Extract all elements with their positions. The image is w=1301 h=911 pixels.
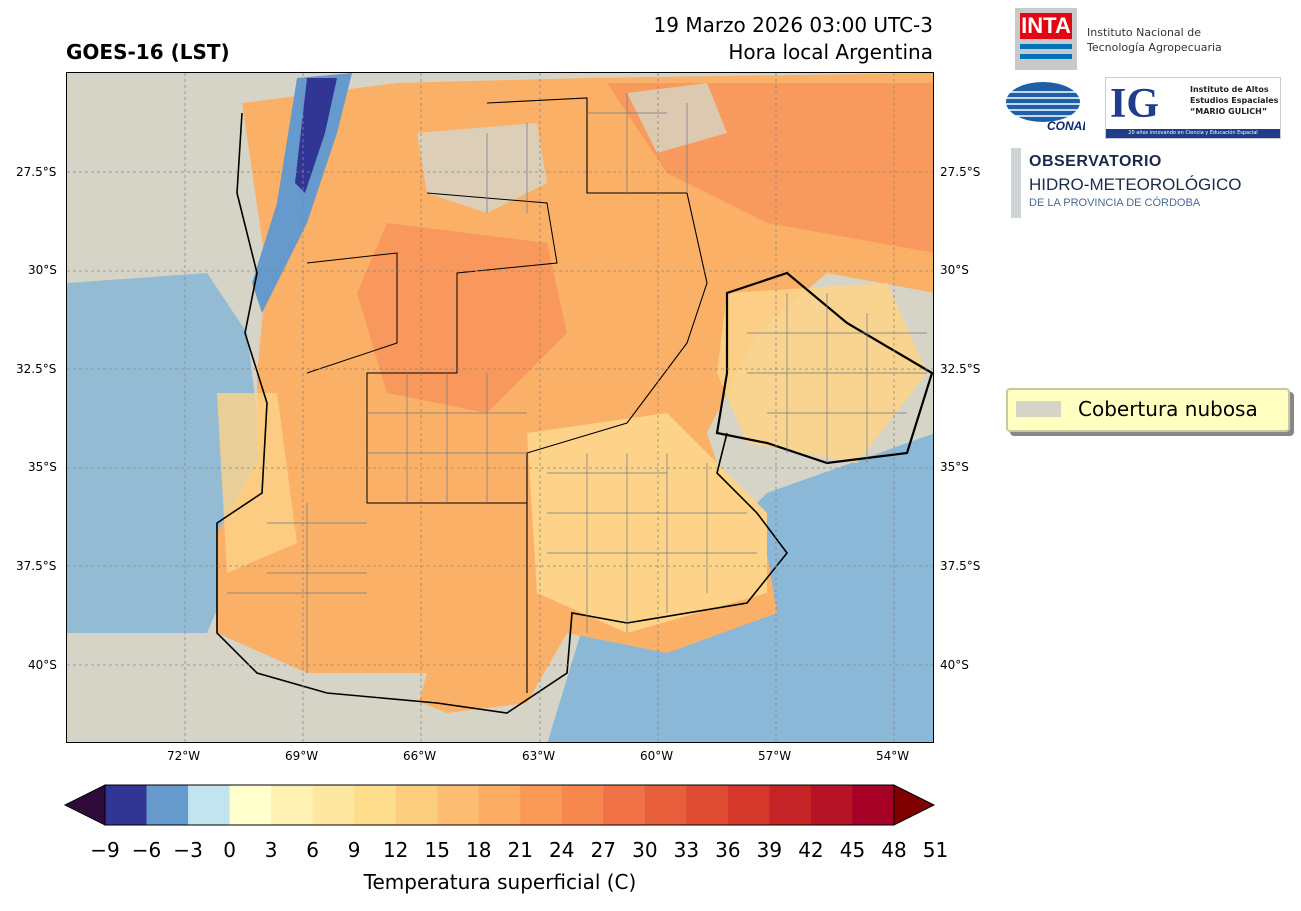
- andes-very-cold-strip: [295, 78, 337, 193]
- province-boundaries-2: [366, 192, 558, 504]
- andes-cold-strip: [252, 73, 352, 313]
- colorbar-tick-label: 9: [347, 838, 361, 862]
- colorbar-tick-label: −3: [173, 838, 203, 862]
- andes-mild-area: [217, 393, 297, 573]
- colorbar-segment: [478, 785, 521, 825]
- observatorio-line3: DE LA PROVINCIA DE CÓRDOBA: [1029, 197, 1201, 209]
- colorbar-segment: [188, 785, 231, 825]
- date-line: 19 Marzo 2026 03:00 UTC-3: [653, 13, 933, 37]
- colorbar-segment: [395, 785, 438, 825]
- lon-label: 72°W: [167, 749, 201, 763]
- lon-label: 69°W: [285, 749, 319, 763]
- hot-area: [357, 223, 567, 413]
- inta-logo: INTA: [1015, 8, 1077, 70]
- lat-label-right: 32.5°S: [940, 362, 981, 376]
- cloud-legend-swatch: [1016, 401, 1061, 417]
- lon-label: 66°W: [403, 749, 437, 763]
- colorbar-tick-label: −9: [90, 838, 120, 862]
- cloud-legend-label: Cobertura nubosa: [1078, 397, 1258, 421]
- colorbar-tick-label: 18: [466, 838, 492, 862]
- colorbar-tick-label: 39: [756, 838, 783, 862]
- colorbar-tick-label: 30: [632, 838, 658, 862]
- colorbar-tick-label: 15: [424, 838, 450, 862]
- north-cloud-patch: [417, 123, 547, 213]
- graticule: [67, 73, 933, 742]
- observatorio-line1: OBSERVATORIO: [1029, 153, 1162, 170]
- lat-label-left: 35°S: [28, 460, 57, 474]
- colorbar-title: Temperatura superficial (C): [363, 870, 637, 894]
- lat-label-left: 40°S: [28, 658, 57, 672]
- colorbar-segment: [810, 785, 853, 825]
- map-title: GOES-16 (LST): [66, 40, 230, 64]
- lat-label-right: 30°S: [940, 263, 969, 277]
- lat-label-left: 30°S: [28, 263, 57, 277]
- inta-name: Instituto Nacional de Tecnología Agropec…: [1087, 26, 1222, 54]
- south-cloud-patch: [287, 673, 427, 742]
- colorbar-tick-label: 3: [264, 838, 278, 862]
- lat-label-left: 37.5°S: [16, 559, 57, 573]
- observatorio-bar: [1011, 148, 1021, 218]
- cloud-legend: Cobertura nubosa: [1006, 388, 1290, 432]
- northeast-cloud-patch: [627, 83, 727, 153]
- colorbar-segment: [105, 785, 148, 825]
- colorbar-tick-label: 21: [507, 838, 533, 862]
- colorbar-tick-label: 12: [382, 838, 409, 862]
- ig-logo: IG Instituto de Altos Estudios Espaciale…: [1105, 77, 1281, 139]
- colorbar-tick-label: 45: [839, 838, 866, 862]
- colorbar-tick-label: 51: [922, 838, 949, 862]
- colorbar-segment: [852, 785, 895, 825]
- colorbar-segment: [312, 785, 355, 825]
- colorbar-segment: [603, 785, 646, 825]
- province-boundaries: [486, 97, 708, 693]
- colorbar-segment: [769, 785, 812, 825]
- colorbar-segment: [354, 785, 397, 825]
- inta-abbrev: INTA: [1020, 13, 1072, 39]
- conae-logo: CONAE: [1005, 80, 1091, 133]
- colorbar-tick-label: 24: [549, 838, 575, 862]
- colorbar-tick-label: 0: [223, 838, 236, 862]
- colorbar-frame: [104, 784, 895, 826]
- colorbar-segment: [686, 785, 729, 825]
- colorbar-tick-label: 36: [715, 838, 741, 862]
- colorbar-tick-label: −6: [131, 838, 162, 862]
- colorbar: [63, 784, 936, 826]
- colorbar-tick-label: 6: [306, 838, 319, 862]
- department-lines: [227, 93, 927, 673]
- colorbar-segment: [271, 785, 314, 825]
- colorbar-segment: [146, 785, 189, 825]
- colorbar-tick-label: 33: [673, 838, 700, 862]
- temperature-map: [66, 72, 934, 743]
- logo-panel: INTA Instituto Nacional de Tecnología Ag…: [1005, 5, 1295, 220]
- colorbar-segment: [561, 785, 604, 825]
- colorbar-segment: [229, 785, 272, 825]
- colorbar-under-arrow: [63, 784, 106, 826]
- lat-label-left: 32.5°S: [16, 362, 57, 376]
- timestamp: 19 Marzo 2026 03:00 UTC-3 Hora local Arg…: [654, 12, 933, 66]
- province-boundaries-3: [306, 252, 398, 374]
- colorbar-tick-label: 42: [798, 838, 824, 862]
- colorbar-tick-label: 48: [881, 838, 907, 862]
- lon-label: 54°W: [876, 749, 910, 763]
- colorbar-ticks: −9 −6 −3 0 3 6 9 12 15 18 21 24 27 30 33 36 39 42 45 48 51: [0, 838, 1301, 868]
- lon-label: 60°W: [640, 749, 674, 763]
- observatorio-line2: HIDRO-METEOROLÓGICO: [1029, 175, 1242, 194]
- conae-text: CONAE: [1047, 119, 1085, 132]
- map-canvas: [67, 73, 933, 742]
- local-time-line: Hora local Argentina: [728, 40, 933, 64]
- lat-label-right: 35°S: [940, 460, 969, 474]
- colorbar-segment: [727, 785, 770, 825]
- lat-label-right: 27.5°S: [940, 165, 981, 179]
- lat-label-right: 40°S: [940, 658, 969, 672]
- colorbar-segment: [520, 785, 563, 825]
- argentina-boundary: [216, 112, 789, 714]
- lat-label-right: 37.5°S: [940, 559, 981, 573]
- colorbar-segment: [644, 785, 687, 825]
- lon-label: 63°W: [522, 749, 556, 763]
- colorbar-over-arrow: [893, 784, 936, 826]
- colorbar-segment: [437, 785, 480, 825]
- ig-name: Instituto de Altos Estudios Espaciales “…: [1190, 85, 1279, 116]
- colorbar-tick-label: 27: [590, 838, 617, 862]
- lat-label-left: 27.5°S: [16, 165, 57, 179]
- lon-label: 57°W: [758, 749, 792, 763]
